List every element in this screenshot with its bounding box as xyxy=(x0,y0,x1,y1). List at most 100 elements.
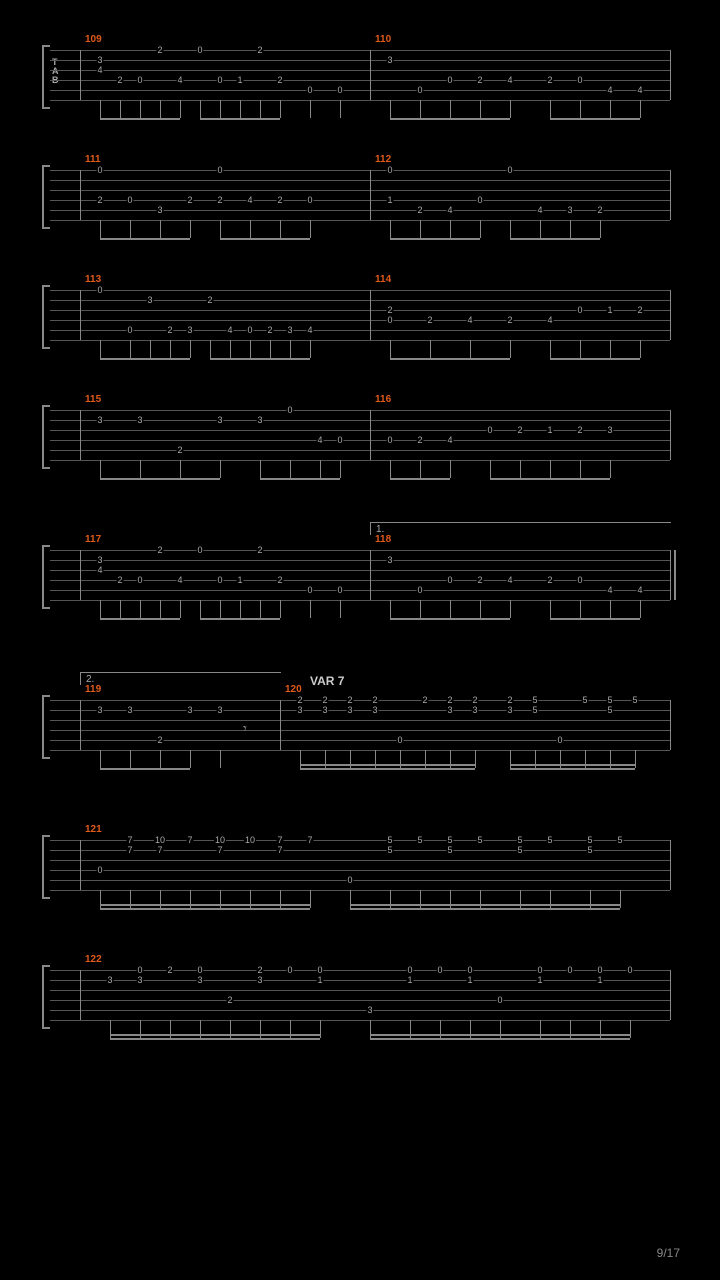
stem xyxy=(180,460,181,478)
fret-number: 5 xyxy=(581,695,588,705)
stem xyxy=(390,600,391,618)
fret-number: 2 xyxy=(476,575,483,585)
fret-number: 0 xyxy=(246,325,253,335)
fret-number: 3 xyxy=(256,415,263,425)
stem xyxy=(250,340,251,358)
string-line xyxy=(50,50,670,51)
measure-number: 120 xyxy=(285,684,302,695)
fret-number: 0 xyxy=(286,965,293,975)
measure-number: 119 xyxy=(85,684,101,695)
stem xyxy=(510,340,511,358)
stem xyxy=(150,340,151,358)
stem xyxy=(420,460,421,478)
fret-number: 4 xyxy=(636,85,643,95)
fret-number: 0 xyxy=(536,965,543,975)
fret-number: 0 xyxy=(386,315,393,325)
stem xyxy=(320,1020,321,1038)
stem xyxy=(180,600,181,618)
fret-number: 4 xyxy=(446,205,453,215)
stem xyxy=(610,460,611,478)
fret-number: 3 xyxy=(96,705,103,715)
beam xyxy=(200,618,280,620)
fret-number: 1 xyxy=(606,305,613,315)
fret-number: 4 xyxy=(506,575,513,585)
fret-number: 2 xyxy=(256,545,263,555)
measure-number: 113 xyxy=(85,274,101,285)
beam xyxy=(100,358,190,360)
fret-number: 2 xyxy=(116,75,123,85)
fret-number: 3 xyxy=(506,705,513,715)
fret-number: 2 xyxy=(596,205,603,215)
fret-number: 3 xyxy=(186,325,193,335)
beam xyxy=(260,478,340,480)
fret-number: 2 xyxy=(186,195,193,205)
stem xyxy=(200,600,201,618)
stem xyxy=(220,460,221,478)
fret-number: 0 xyxy=(576,305,583,315)
fret-number: 2 xyxy=(446,695,453,705)
fret-number: 3 xyxy=(156,205,163,215)
beam xyxy=(550,118,640,120)
string-line xyxy=(50,340,670,341)
stem xyxy=(100,340,101,358)
stem xyxy=(570,220,571,238)
string-line xyxy=(50,710,670,711)
stem xyxy=(140,100,141,118)
stem xyxy=(260,100,261,118)
fret-number: 5 xyxy=(631,695,638,705)
fret-number: 3 xyxy=(606,425,613,435)
stem xyxy=(310,100,311,118)
beam xyxy=(390,478,450,480)
fret-number: 3 xyxy=(96,555,103,565)
fret-number: 1 xyxy=(546,425,553,435)
fret-number: 2 xyxy=(206,295,213,305)
fret-number: 0 xyxy=(136,965,143,975)
beam xyxy=(220,238,310,240)
string-line xyxy=(50,740,670,741)
fret-number: 0 xyxy=(446,575,453,585)
stem xyxy=(280,600,281,618)
stem xyxy=(620,890,621,908)
beam xyxy=(100,908,310,910)
fret-number: 4 xyxy=(466,315,473,325)
fret-number: 0 xyxy=(196,45,203,55)
beam xyxy=(350,904,620,906)
string-line xyxy=(50,730,670,731)
stem xyxy=(200,100,201,118)
stem xyxy=(550,100,551,118)
fret-number: 7 xyxy=(156,845,163,855)
string-line xyxy=(50,850,670,851)
barline xyxy=(80,50,81,100)
volta-bracket xyxy=(370,522,671,535)
stem xyxy=(420,600,421,618)
fret-number: 3 xyxy=(566,205,573,215)
stem xyxy=(520,460,521,478)
fret-number: 2 xyxy=(276,195,283,205)
measure-number: 109 xyxy=(85,34,102,45)
fret-number: 1 xyxy=(536,975,543,985)
stem xyxy=(390,220,391,238)
stem xyxy=(270,340,271,358)
stem xyxy=(630,1020,631,1038)
fret-number: 3 xyxy=(286,325,293,335)
stem xyxy=(580,460,581,478)
stem xyxy=(390,340,391,358)
barline xyxy=(80,550,81,600)
fret-number: 2 xyxy=(516,425,523,435)
fret-number: 5 xyxy=(516,835,523,845)
stem xyxy=(550,340,551,358)
fret-number: 5 xyxy=(446,845,453,855)
beam xyxy=(390,358,510,360)
string-line xyxy=(50,860,670,861)
fret-number: 7 xyxy=(216,845,223,855)
fret-number: 0 xyxy=(386,165,393,175)
fret-number: 2 xyxy=(156,45,163,55)
beam xyxy=(390,618,510,620)
stem xyxy=(210,340,211,358)
fret-number: 2 xyxy=(156,735,163,745)
stem xyxy=(390,100,391,118)
fret-number: 4 xyxy=(636,585,643,595)
stem xyxy=(160,220,161,238)
beam xyxy=(370,1034,630,1036)
fret-number: 10 xyxy=(154,835,166,845)
